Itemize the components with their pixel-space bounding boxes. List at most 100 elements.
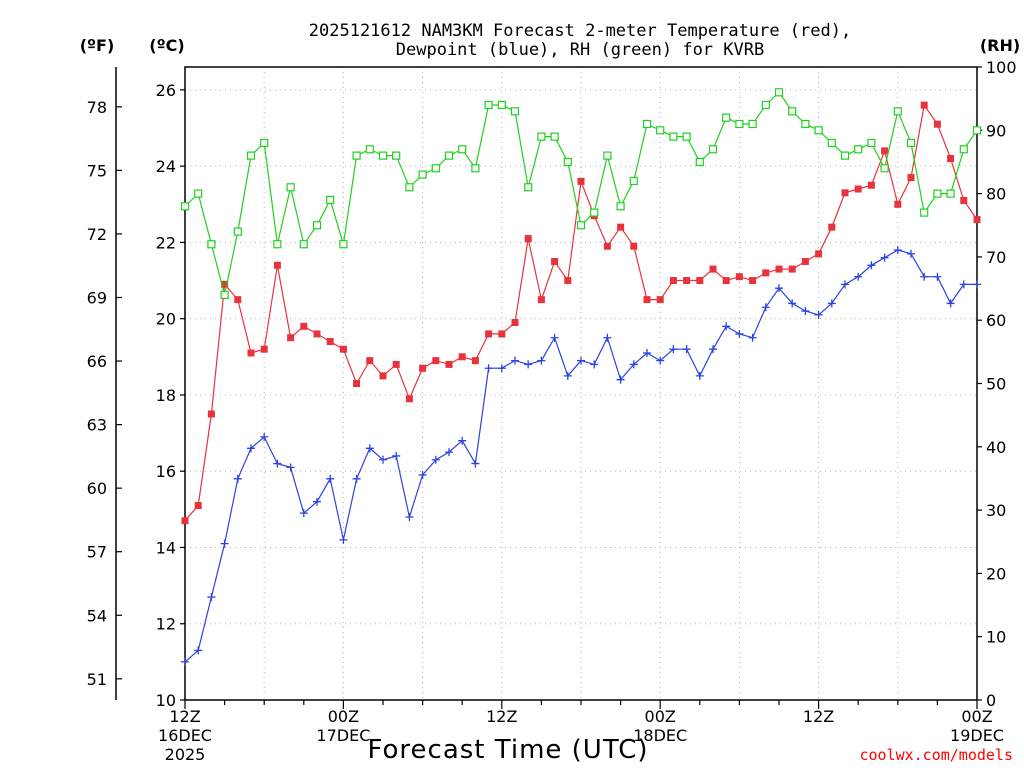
x-tick-label: 00Z xyxy=(961,707,992,726)
dewpoint-point xyxy=(907,249,915,258)
dewpoint-point xyxy=(233,474,242,483)
rh-series xyxy=(180,88,982,299)
fahrenheit-axis: 51 54 57 60 63 66 69 72 75 78 xyxy=(87,98,122,689)
series-layer xyxy=(180,88,982,666)
rh-point xyxy=(735,119,744,129)
chart-title: 2025121612 NAM3KM Forecast 2-meter Tempe… xyxy=(309,21,851,41)
temperature-point xyxy=(207,410,215,418)
dewpoint-point xyxy=(788,299,797,308)
fahrenheit-tick-label: 57 xyxy=(87,543,107,562)
temperature-point xyxy=(221,280,229,288)
temperature-point xyxy=(722,277,730,285)
x-tick-label: 12Z xyxy=(803,707,834,726)
rh-point xyxy=(352,151,361,160)
rh-point xyxy=(233,227,242,236)
dewpoint-point xyxy=(841,280,849,289)
temperature-series xyxy=(181,101,981,525)
dewpoint-point xyxy=(458,436,467,445)
rh-point xyxy=(682,132,691,141)
rh-point xyxy=(484,100,493,110)
rh-point xyxy=(656,126,665,135)
temperature-point xyxy=(881,147,889,155)
rh-point xyxy=(550,132,559,141)
temperature-point xyxy=(617,223,625,231)
temperature-point xyxy=(696,277,704,285)
rh-point xyxy=(893,107,902,116)
temperature-point xyxy=(735,273,743,281)
rh-point xyxy=(260,138,269,148)
dewpoint-point xyxy=(445,448,453,457)
rh-point xyxy=(299,240,308,249)
temperature-point xyxy=(762,269,770,277)
rh-point xyxy=(444,151,454,160)
temperature-point xyxy=(419,364,427,372)
dewpoint-point xyxy=(471,459,480,468)
rh-point xyxy=(827,138,836,148)
rh-point xyxy=(801,119,810,129)
temperature-point xyxy=(353,380,361,387)
x-tick-date: 18DEC xyxy=(633,726,687,745)
dewpoint-point xyxy=(814,310,823,319)
rh-point xyxy=(788,107,797,116)
temperature-point xyxy=(828,223,836,231)
rh-point xyxy=(906,138,916,148)
rh-point xyxy=(867,138,876,148)
rh-point xyxy=(761,100,770,110)
dewpoint-point xyxy=(629,360,638,369)
rh-point xyxy=(537,132,546,141)
x-tick-date: 19DEC xyxy=(950,726,1004,745)
dewpoint-point xyxy=(484,364,493,373)
dewpoint-point xyxy=(709,345,717,354)
rh-point xyxy=(180,202,190,211)
rh-point xyxy=(458,145,467,154)
fahrenheit-tick-label: 54 xyxy=(87,606,107,625)
temperature-point xyxy=(960,196,968,204)
fahrenheit-tick-label: 75 xyxy=(87,161,107,180)
temperature-point xyxy=(815,250,823,258)
dewpoint-point xyxy=(181,657,189,666)
rh-point xyxy=(524,183,533,192)
temperature-point xyxy=(524,235,532,243)
dewpoint-point xyxy=(511,356,519,365)
rh-tick-label: 10 xyxy=(986,628,1006,647)
dewpoint-point xyxy=(326,474,335,483)
temperature-point xyxy=(867,181,875,189)
temperature-point xyxy=(339,345,347,353)
temperature-point xyxy=(247,349,255,357)
temperature-point xyxy=(485,330,493,338)
dewpoint-point xyxy=(273,459,282,468)
celsius-tick-label: 22 xyxy=(156,233,176,252)
rh-point xyxy=(695,157,704,167)
rh-tick-label: 40 xyxy=(986,438,1006,457)
dewpoint-point xyxy=(616,375,625,384)
rh-point xyxy=(246,151,256,160)
dewpoint-point xyxy=(247,444,255,453)
celsius-tick-label: 12 xyxy=(156,615,176,634)
rh-point xyxy=(312,221,322,230)
dewpoint-point xyxy=(959,280,968,289)
fahrenheit-tick-label: 72 xyxy=(87,225,107,244)
rh-point xyxy=(840,151,850,160)
rh-tick-label: 20 xyxy=(986,564,1006,583)
rh-tick-label: 0 xyxy=(986,691,996,710)
rh-tick-label: 80 xyxy=(986,185,1006,204)
dewpoint-point xyxy=(854,272,863,281)
temperature-point xyxy=(300,322,308,330)
temperature-point xyxy=(511,318,519,326)
x-axis-label: Forecast Time (UTC) xyxy=(367,735,648,765)
rh-tick-label: 100 xyxy=(986,58,1017,77)
rh-point xyxy=(220,290,229,299)
dewpoint-point xyxy=(603,333,612,342)
dewpoint-point xyxy=(207,593,216,602)
dewpoint-point xyxy=(643,348,651,357)
dewpoint-point xyxy=(339,535,348,544)
temperature-point xyxy=(709,265,717,273)
dewpoint-point xyxy=(194,646,203,655)
x-tick-label: 00Z xyxy=(645,707,676,726)
rh-unit-label: (RH) xyxy=(980,36,1020,55)
rh-point xyxy=(431,164,440,173)
dewpoint-point xyxy=(563,371,572,380)
celsius-tick-label: 16 xyxy=(156,462,176,481)
rh-point xyxy=(616,202,625,211)
dewpoint-point xyxy=(946,299,955,308)
